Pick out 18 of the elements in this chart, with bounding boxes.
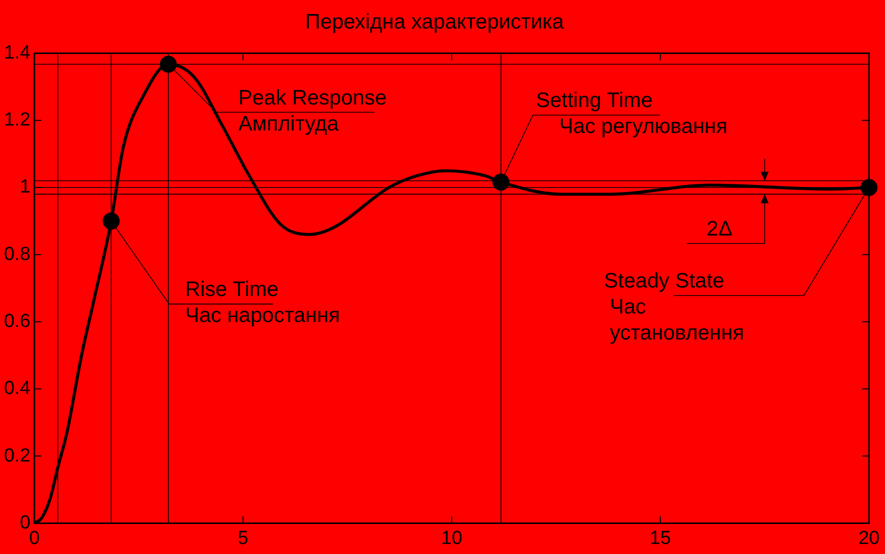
- y-tick-label: 1: [20, 176, 30, 198]
- y-tick-label: 1.2: [4, 110, 30, 131]
- annotation: 2Δ: [706, 217, 732, 240]
- annotation: Peak Response Амплітуда: [238, 86, 387, 136]
- annotation: Setting Time Час регулювання: [536, 89, 728, 138]
- x-tick-label: 15: [650, 528, 671, 549]
- y-tick-label: 0: [20, 512, 30, 534]
- x-tick-label: 20: [858, 528, 880, 549]
- annotation: Rise Time Час наростання: [185, 278, 340, 328]
- y-tick-label: 1.4: [4, 42, 31, 64]
- x-tick-label: 10: [441, 528, 462, 549]
- annotation: Steady State Час установлення: [604, 269, 744, 344]
- y-tick-label: 0.2: [4, 445, 30, 466]
- y-tick-label: 0.4: [4, 378, 31, 400]
- x-tick-label: 5: [238, 528, 248, 549]
- y-tick-label: 0.6: [4, 311, 30, 332]
- y-tick-label: 0.8: [4, 244, 30, 265]
- chart-title: Перехідна характеристика: [305, 10, 564, 34]
